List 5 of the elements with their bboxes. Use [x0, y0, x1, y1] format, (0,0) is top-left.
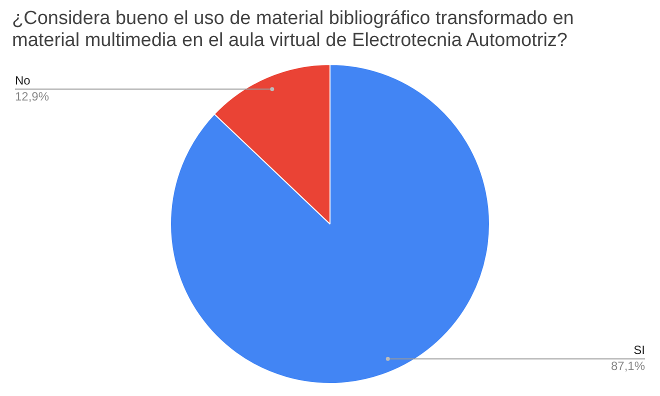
data-label: 12,9%	[15, 89, 50, 104]
chart-title: ¿Considera bueno el uso de material bibliográfico transformado en material multimedia en el aula virtual de Electrotecnia Automotriz?	[12, 8, 575, 52]
slice-label: No	[15, 73, 31, 88]
slice-label: SI	[634, 343, 645, 358]
data-label: 87,1%	[610, 359, 646, 374]
